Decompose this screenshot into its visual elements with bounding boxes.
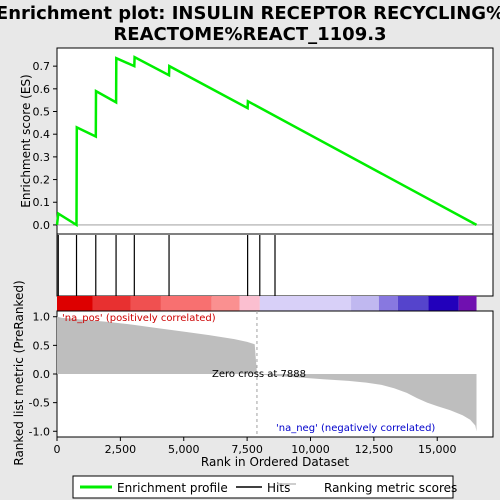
chart-title-line1: Enrichment plot: INSULIN RECEPTOR RECYCL…	[0, 3, 500, 24]
heatbar-segment	[239, 296, 260, 311]
hits-panel	[56, 233, 494, 311]
es-ytick-label: 0.2	[33, 174, 51, 187]
es-ytick-label: 0.7	[33, 60, 51, 73]
metric-y-axis-label: Ranked list metric (PreRanked)	[12, 280, 26, 465]
metric-ytick-label: 0.5	[33, 339, 51, 352]
es-ytick-label: 0.5	[33, 106, 51, 119]
metric-area-group	[57, 311, 477, 437]
x-tick-label: 7,500	[231, 443, 263, 456]
heatbar-segment	[351, 296, 379, 311]
ranked-metric-area	[57, 316, 477, 432]
es-ytick-label: 0.6	[33, 83, 51, 96]
es-panel: 0.0 0.1 0.2 0.3 0.4 0.5 0.6 0.7 Enrichment scor…	[19, 47, 494, 235]
es-ytick-label: 0.0	[33, 219, 51, 232]
heatbar-segment	[160, 296, 212, 311]
heatbar-segment	[130, 296, 161, 311]
metric-ytick-label: 1.0	[33, 311, 51, 324]
x-tick-label: 0	[54, 443, 61, 456]
heatbar-segment	[92, 296, 131, 311]
es-plot-area	[56, 47, 494, 235]
legend: Enrichment profile Hits Ranking metric s…	[72, 475, 457, 499]
heatbar-segment	[378, 296, 398, 311]
chart-title-line2: REACTOME%REACT_1109.3	[113, 24, 386, 45]
heatbar-segment	[458, 296, 477, 311]
pos-annotation: 'na_pos' (positively correlated)	[62, 313, 216, 324]
x-tick-label: 10,000	[291, 443, 330, 456]
legend-box	[72, 475, 454, 499]
es-curve-group	[55, 55, 493, 228]
heatbar-segment	[428, 296, 459, 311]
metric-ytick-label: -0.5	[29, 397, 50, 410]
heatbar-segment	[57, 296, 93, 311]
neg-annotation: 'na_neg' (negatively correlated)	[276, 423, 435, 434]
es-y-axis: 0.0 0.1 0.2 0.3 0.4 0.5 0.6 0.7	[33, 60, 57, 232]
metric-x-axis: 0 2,500 5,000 7,500 10,000 12,500 15,000	[54, 437, 457, 456]
legend-metric-label: Ranking metric scores	[324, 481, 457, 495]
correlation-heatbar	[57, 296, 477, 311]
metric-y-axis: -1.0 -0.5 0.0 0.5 1.0	[29, 311, 57, 438]
heatbar-segment	[211, 296, 240, 311]
es-y-axis-label: Enrichment score (ES)	[19, 74, 33, 207]
es-curve	[55, 55, 478, 228]
heatbar-segment	[397, 296, 429, 311]
legend-es-label: Enrichment profile	[117, 481, 228, 495]
x-tick-label: 15,000	[418, 443, 457, 456]
es-ytick-label: 0.1	[33, 196, 51, 209]
heatbar-segment	[259, 296, 352, 311]
hit-marks	[57, 235, 276, 296]
legend-hits-label: Hits	[267, 481, 290, 495]
x-axis-label: Rank in Ordered Dataset	[201, 455, 349, 469]
x-tick-label: 12,500	[355, 443, 394, 456]
es-ytick-label: 0.4	[33, 128, 51, 141]
metric-ytick-label: -1.0	[29, 425, 50, 438]
zero-cross-annotation: Zero cross at 7888	[212, 369, 306, 380]
es-ytick-label: 0.3	[33, 151, 51, 164]
metric-ytick-label: 0.0	[33, 368, 51, 381]
x-tick-label: 2,500	[105, 443, 137, 456]
metric-panel: -1.0 -0.5 0.0 0.5 1.0 0 2,500 5,000 7,500 10,000…	[12, 280, 494, 469]
x-tick-label: 5,000	[168, 443, 200, 456]
